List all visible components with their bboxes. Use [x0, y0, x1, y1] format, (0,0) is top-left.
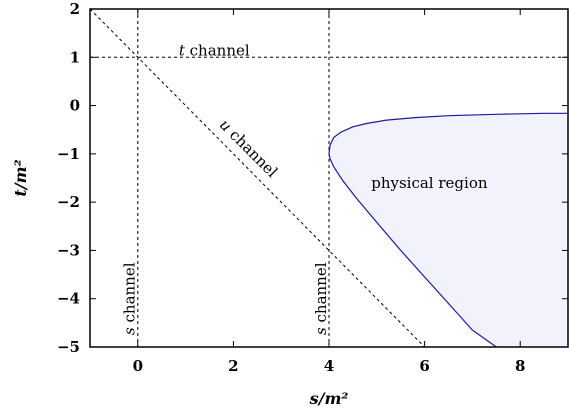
y-tick-label: −5 [57, 338, 80, 356]
annotation-text: channel [312, 262, 330, 327]
x-tick-label: 6 [419, 357, 429, 375]
annotation-1: u channel [216, 116, 282, 182]
channel-lines-layer [89, 8, 568, 348]
y-tick-label: 1 [70, 48, 80, 66]
x-tick-label: 8 [515, 357, 525, 375]
y-tick-label: −2 [57, 193, 80, 211]
annotation-symbol: s [312, 327, 330, 335]
x-tick-label: 4 [324, 357, 334, 375]
annotation-0: t channel [179, 41, 250, 59]
annotation-3: s channel [312, 262, 330, 335]
u-channel-line [89, 8, 425, 348]
y-tick-label: −1 [57, 145, 80, 163]
physical-region-layer [329, 113, 568, 347]
y-tick-label: −3 [57, 241, 80, 259]
physical-boundary-upper [328, 112, 568, 154]
y-tick-label: 2 [70, 0, 80, 18]
x-axis-label: s/m² [309, 389, 349, 408]
annotation-symbol: s [121, 327, 139, 335]
ticks-layer: 0 2 4 6 8 2 1 0 −1 −2 −3 −4 −5 [57, 0, 568, 375]
annotation-symbol: t [179, 41, 186, 59]
annotation-text: channel [121, 262, 139, 327]
annotation-4: physical region [371, 174, 488, 192]
x-tick-label: 0 [133, 357, 143, 375]
physical-boundary-lower [328, 153, 497, 348]
x-tick-label: 2 [228, 357, 238, 375]
y-tick-label: 0 [70, 97, 80, 115]
annotation-text: physical region [371, 174, 488, 192]
annotation-2: s channel [121, 262, 139, 335]
annotation-text: channel [185, 41, 250, 59]
y-tick-label: −4 [57, 290, 80, 308]
y-axis-label: t/m² [11, 159, 30, 196]
physical-region-fill [329, 113, 568, 347]
